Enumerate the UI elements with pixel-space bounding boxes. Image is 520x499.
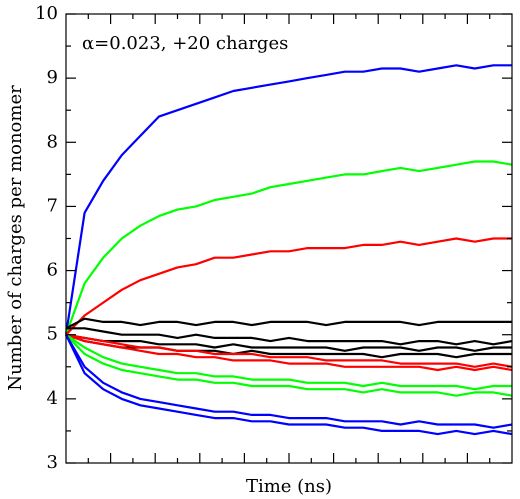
data-line [64, 160, 513, 336]
y-tick-label: 10 [35, 3, 58, 24]
x-axis-label: Time (ns) [246, 476, 332, 497]
data-line [65, 237, 512, 336]
data-line [66, 327, 513, 346]
data-line [65, 317, 512, 330]
annotation: α=0.023, +20 charges [82, 33, 288, 54]
plot-area [66, 14, 512, 463]
data-line [65, 333, 513, 397]
y-tick-label: 3 [47, 452, 58, 473]
y-tick-label: 9 [47, 67, 58, 88]
y-tick-label: 8 [47, 131, 58, 152]
y-axis-label: Number of charges per monomer [5, 85, 26, 391]
y-tick-label: 7 [47, 195, 58, 216]
data-line [65, 333, 513, 368]
data-line [65, 333, 512, 391]
y-tick-label: 4 [47, 388, 58, 409]
data-line [65, 334, 513, 429]
plot-frame [65, 13, 513, 464]
y-tick-label: 5 [47, 324, 58, 345]
data-line [65, 333, 513, 372]
data-line [65, 334, 513, 436]
data-line [65, 333, 512, 352]
data-line [64, 64, 512, 335]
y-tick-label: 6 [47, 260, 58, 281]
